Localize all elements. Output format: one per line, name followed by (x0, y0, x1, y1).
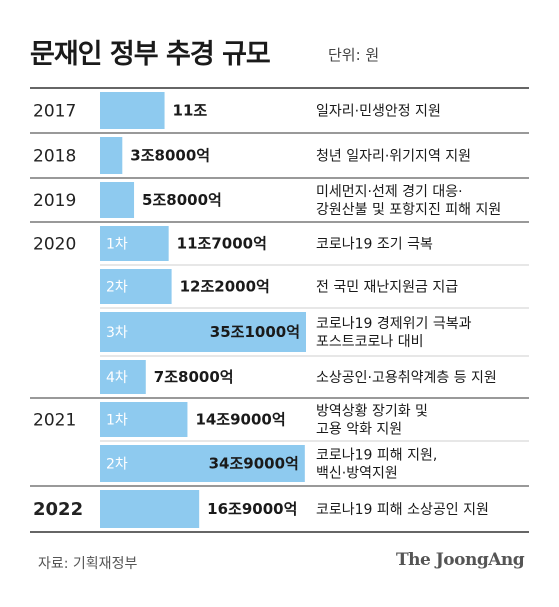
round-label: 3차 (106, 325, 128, 341)
year-label: 2022 (33, 499, 83, 520)
description-label: 코로나19 피해 소상공인 지원 (316, 502, 489, 518)
description-label: 청년 일자리·위기지역 지원 (316, 149, 471, 165)
round-label: 1차 (106, 413, 128, 429)
description-label: 코로나19 피해 지원, (316, 448, 437, 464)
round-label: 2차 (106, 457, 128, 473)
bar (100, 402, 188, 437)
year-label: 2017 (33, 102, 76, 122)
bar (100, 226, 169, 261)
description-label: 코로나19 조기 극복 (316, 237, 433, 253)
description-label: 소상공인·고용취약계층 등 지원 (316, 370, 497, 386)
bar (100, 445, 305, 482)
year-label: 2019 (33, 191, 76, 211)
description-label: 미세먼지·선제 경기 대응· (316, 184, 463, 200)
value-label: 7조8000억 (154, 368, 234, 386)
source-note: 자료: 기획재정부 (38, 556, 138, 572)
value-label: 35조1000억 (210, 323, 300, 341)
year-label: 2018 (33, 147, 76, 167)
bar (100, 92, 165, 129)
bar (100, 490, 200, 528)
unit-label: 단위: 원 (328, 46, 380, 64)
description-label: 코로나19 경제위기 극복과 (316, 316, 472, 332)
description-label: 강원산불 및 포항지진 피해 지원 (316, 202, 501, 218)
round-label: 1차 (106, 237, 128, 253)
description-label: 포스트코로나 대비 (316, 334, 424, 350)
value-label: 3조8000억 (130, 147, 210, 165)
publisher-logo: The JoongAng (396, 550, 525, 570)
value-label: 5조8000억 (142, 191, 222, 209)
bar (100, 182, 135, 218)
value-label: 14조9000억 (195, 411, 285, 429)
value-label: 34조9000억 (209, 455, 299, 473)
description-label: 전 국민 재난지원금 지급 (316, 280, 458, 296)
chart-title: 문재인 정부 추경 규모 (30, 39, 271, 70)
value-label: 12조2000억 (180, 278, 270, 296)
bar (100, 360, 146, 394)
round-label: 4차 (106, 370, 128, 386)
value-label: 11조 (173, 102, 208, 120)
description-label: 백신·방역지원 (316, 466, 398, 482)
value-label: 11조7000억 (177, 235, 267, 253)
description-label: 방역상황 장기화 및 (316, 404, 428, 420)
bar (100, 312, 306, 352)
description-label: 일자리·민생안정 지원 (316, 104, 441, 120)
bar (100, 269, 172, 304)
year-label: 2020 (33, 235, 76, 255)
value-label: 16조9000억 (207, 500, 297, 518)
year-label: 2021 (33, 411, 76, 431)
round-label: 2차 (106, 280, 128, 296)
description-label: 고용 악화 지원 (316, 422, 402, 438)
budget-bar-chart: 2017 11조 일자리·민생안정 지원 2018 3조8000억 청년 일자리·위기지역… (30, 87, 529, 533)
bar (100, 137, 123, 174)
